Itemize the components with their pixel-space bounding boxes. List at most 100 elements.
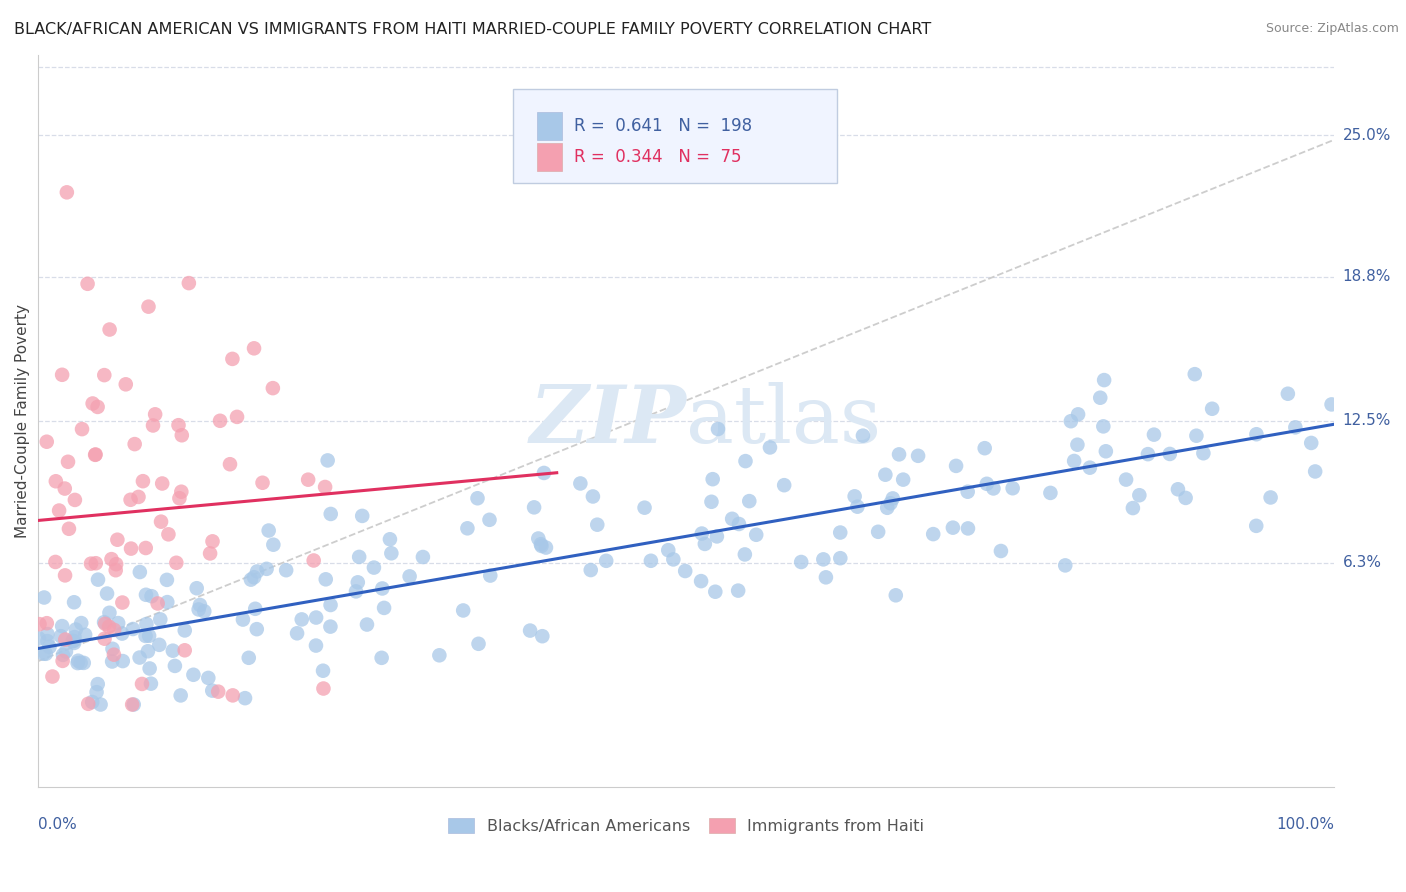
Point — [93, 615, 115, 629]
Text: 18.8%: 18.8% — [1343, 269, 1391, 285]
Point — [673, 564, 696, 578]
Point — [239, 573, 262, 587]
Point — [52, 648, 75, 662]
Point — [1066, 438, 1088, 452]
Point — [93, 632, 115, 646]
Point — [257, 524, 280, 538]
Point — [55, 644, 77, 658]
Point — [103, 623, 125, 637]
Point — [352, 508, 374, 523]
Point — [93, 368, 115, 383]
Point — [814, 570, 837, 584]
Point — [523, 500, 546, 515]
Point — [86, 400, 108, 414]
Point — [84, 556, 107, 570]
Point — [75, 628, 97, 642]
Point — [1128, 488, 1150, 502]
Point — [162, 643, 184, 657]
Point — [98, 620, 121, 634]
Point — [63, 636, 86, 650]
Point — [370, 650, 392, 665]
Point — [84, 448, 107, 462]
Point — [479, 568, 502, 582]
Point — [238, 650, 260, 665]
Point — [706, 529, 728, 543]
Point — [53, 482, 76, 496]
Point — [1201, 401, 1223, 416]
Point — [305, 610, 328, 624]
Point — [1001, 481, 1024, 495]
Point — [132, 474, 155, 488]
Point — [1095, 444, 1118, 458]
Point — [149, 612, 172, 626]
Point — [876, 500, 898, 515]
Point — [128, 565, 150, 579]
Point — [44, 555, 66, 569]
Point — [51, 368, 73, 382]
Text: R =  0.344   N =  75: R = 0.344 N = 75 — [574, 148, 741, 166]
Point — [56, 455, 79, 469]
Point — [53, 632, 76, 647]
Point — [704, 584, 727, 599]
Point — [531, 629, 554, 643]
Point — [1039, 486, 1062, 500]
Point — [297, 473, 319, 487]
Point — [830, 525, 852, 540]
Legend: Blacks/African Americans, Immigrants from Haiti: Blacks/African Americans, Immigrants fro… — [449, 818, 924, 834]
Point — [173, 624, 195, 638]
Point — [773, 478, 796, 492]
Point — [1284, 420, 1306, 434]
Point — [58, 522, 80, 536]
Point — [398, 569, 420, 583]
Point — [990, 544, 1012, 558]
Point — [101, 655, 124, 669]
Point — [1143, 427, 1166, 442]
Point — [66, 656, 89, 670]
Point — [245, 601, 267, 615]
Point — [62, 634, 84, 648]
Point — [879, 496, 901, 510]
Point — [530, 537, 553, 551]
Point — [188, 598, 211, 612]
Point — [1122, 501, 1144, 516]
Point — [478, 513, 501, 527]
Text: 6.3%: 6.3% — [1343, 555, 1382, 570]
Point — [1184, 367, 1206, 381]
Text: 12.5%: 12.5% — [1343, 414, 1391, 428]
Point — [734, 454, 756, 468]
Point — [456, 521, 478, 535]
Point — [70, 422, 93, 436]
Point — [246, 565, 269, 579]
Point — [157, 527, 180, 541]
Point — [100, 552, 122, 566]
Point — [35, 616, 58, 631]
Point — [111, 654, 134, 668]
Point — [347, 549, 370, 564]
Point — [312, 664, 335, 678]
Point — [707, 422, 730, 436]
Point — [183, 667, 205, 681]
Point — [243, 342, 266, 356]
Point — [197, 671, 219, 685]
Point — [569, 476, 592, 491]
Point — [1092, 373, 1115, 387]
Point — [170, 428, 193, 442]
Point — [233, 691, 256, 706]
Point — [427, 648, 450, 663]
Point — [1303, 465, 1326, 479]
Point — [143, 407, 166, 421]
Point — [1301, 436, 1323, 450]
Point — [1246, 427, 1268, 442]
Point — [28, 617, 51, 632]
Point — [734, 548, 756, 562]
Point — [122, 698, 145, 712]
Point — [186, 581, 208, 595]
Point — [135, 629, 157, 643]
Point — [87, 677, 110, 691]
Point — [582, 490, 605, 504]
Point — [319, 507, 342, 521]
Point — [728, 516, 751, 531]
Point — [467, 491, 489, 506]
Point — [170, 689, 193, 703]
Point — [82, 695, 104, 709]
